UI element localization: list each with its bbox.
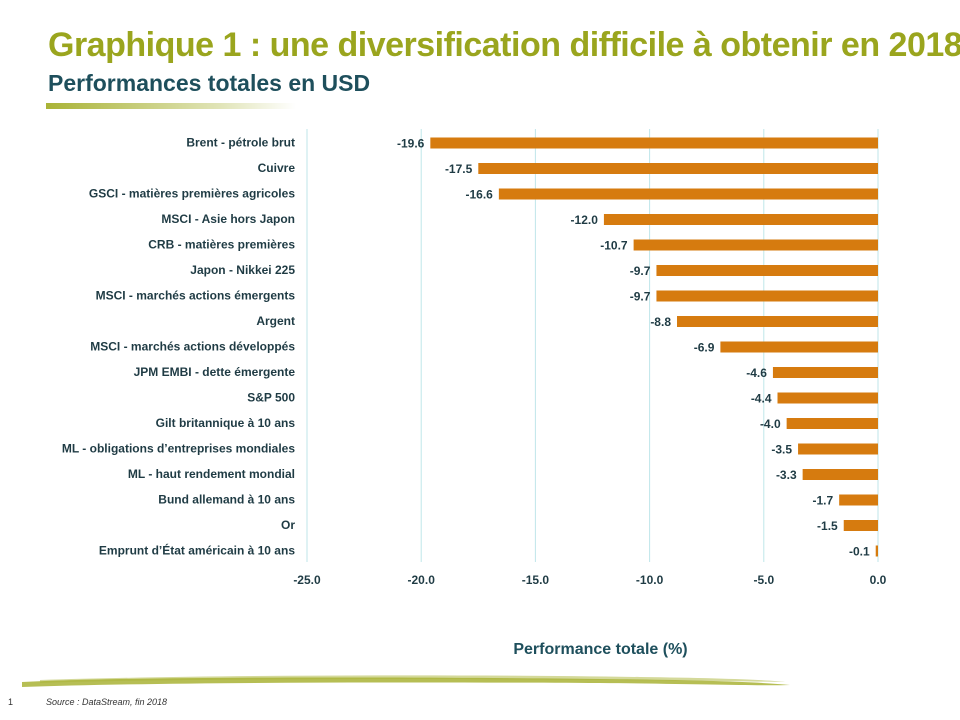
data-label: -0.1 (849, 545, 870, 559)
data-label: -3.3 (776, 468, 797, 482)
category-label: S&P 500 (247, 391, 295, 405)
bar (603, 214, 878, 225)
bar-chart: Brent - pétrole brut Cuivre GSCI - matière… (62, 129, 887, 658)
category-label: Or (281, 518, 295, 532)
decorative-brush-stroke (22, 675, 790, 687)
x-axis-ticks: -25.0 -20.0 -15.0 -10.0 -5.0 0.0 (293, 573, 886, 587)
x-tick-label: -5.0 (753, 573, 774, 587)
bar (843, 520, 878, 531)
data-label: -4.6 (746, 366, 767, 380)
x-axis-label: Performance totale (%) (513, 641, 687, 658)
category-label: Emprunt d’État américain à 10 ans (99, 543, 295, 558)
source-note: Source : DataStream, fin 2018 (46, 697, 168, 707)
data-label: -9.7 (630, 264, 651, 278)
x-tick-label: -20.0 (408, 573, 436, 587)
category-label: MSCI - marchés actions émergents (96, 289, 296, 303)
bar (839, 494, 878, 506)
category-label: ML - obligations d’entreprises mondiales (62, 442, 295, 456)
bar (786, 418, 878, 429)
bar (677, 316, 878, 327)
bar (656, 290, 878, 302)
x-tick-label: -15.0 (522, 573, 550, 587)
bar (720, 341, 878, 353)
bar (633, 239, 878, 251)
category-label: Japon - Nikkei 225 (190, 263, 295, 277)
category-label: MSCI - Asie hors Japon (161, 212, 295, 226)
data-label: -4.0 (760, 417, 781, 431)
data-label: -19.6 (397, 137, 425, 151)
category-label: Brent - pétrole brut (186, 136, 295, 150)
category-labels: Brent - pétrole brut Cuivre GSCI - matière… (62, 136, 295, 558)
bars (430, 137, 878, 557)
bar (772, 367, 878, 378)
x-tick-label: 0.0 (870, 573, 887, 587)
data-label: -6.9 (694, 341, 715, 355)
bar (802, 469, 878, 480)
data-label: -8.8 (650, 315, 671, 329)
data-label: -16.6 (465, 188, 493, 202)
bar (798, 443, 878, 455)
x-tick-label: -25.0 (293, 573, 321, 587)
slide-title: Graphique 1 : une diversification diffic… (48, 26, 960, 64)
page-number: 1 (8, 697, 14, 707)
bar (478, 163, 878, 174)
category-label: CRB - matières premières (148, 238, 295, 252)
category-label: ML - haut rendement mondial (128, 467, 295, 481)
category-label: JPM EMBI - dette émergente (134, 365, 296, 379)
x-tick-label: -10.0 (636, 573, 664, 587)
data-label: -4.4 (751, 392, 772, 406)
category-label: Argent (256, 314, 295, 328)
slide-subtitle: Performances totales en USD (48, 70, 371, 96)
category-label: Bund allemand à 10 ans (158, 493, 295, 507)
bar (498, 188, 878, 200)
data-label: -9.7 (630, 290, 651, 304)
value-labels: -19.6-17.5-16.6-12.0-10.7-9.7-9.7-8.8-6.… (397, 137, 870, 559)
category-label: MSCI - marchés actions développés (90, 340, 295, 354)
category-label: Gilt britannique à 10 ans (156, 416, 296, 430)
bar (875, 545, 878, 557)
data-label: -3.5 (771, 443, 792, 457)
data-label: -1.7 (812, 494, 833, 508)
category-label: GSCI - matières premières agricoles (89, 187, 295, 201)
bar (777, 392, 878, 404)
bar (430, 137, 878, 149)
title-underline (46, 103, 296, 109)
data-label: -10.7 (600, 239, 628, 253)
data-label: -1.5 (817, 519, 838, 533)
data-label: -17.5 (445, 162, 473, 176)
data-label: -12.0 (571, 213, 599, 227)
category-label: Cuivre (258, 161, 296, 175)
bar (656, 265, 878, 276)
